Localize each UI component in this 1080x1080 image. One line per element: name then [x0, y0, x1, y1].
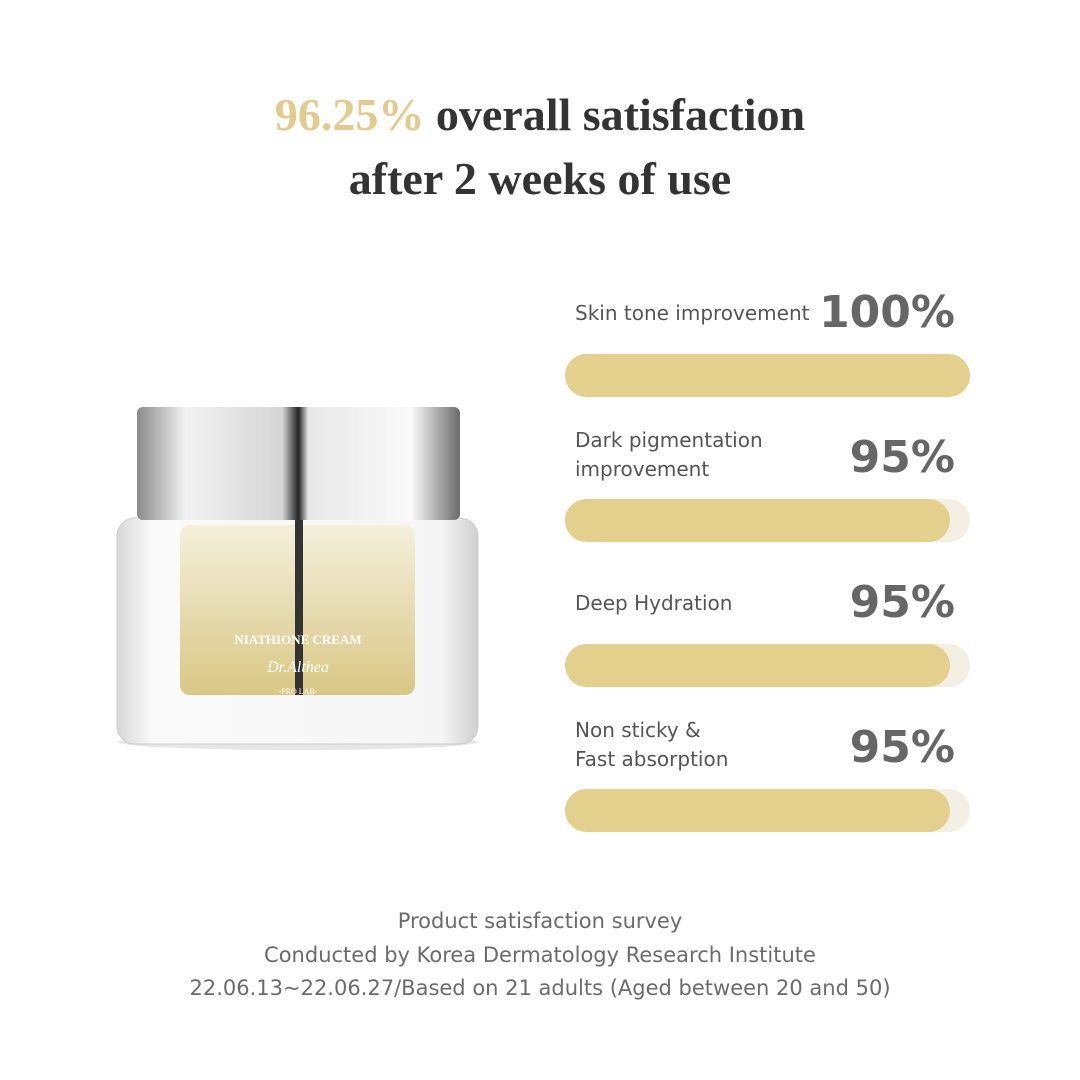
category-label: Non sticky & Fast absorption — [575, 718, 729, 771]
headline-line2: after 2 weeks of use — [348, 153, 732, 204]
footnote: Product satisfaction survey — [397, 909, 683, 933]
value-label: 95% — [849, 432, 955, 483]
product-brand: Dr.Althea — [266, 659, 329, 676]
footnote: Conducted by Korea Dermatology Research … — [264, 943, 816, 967]
category-label: Skin tone improvement — [575, 301, 810, 325]
headline-line1: 96.25% overall satisfaction — [0, 88, 1080, 141]
headline-text: overall satisfaction — [435, 89, 806, 140]
category-label: Deep Hydration — [575, 591, 733, 615]
footnote: 22.06.13~22.06.27/Based on 21 adults (Ag… — [189, 976, 891, 1000]
value-label: 100% — [819, 287, 955, 338]
category-label: Dark pigmentation improvement — [575, 428, 763, 481]
bar — [565, 499, 950, 542]
value-label: 95% — [849, 577, 955, 628]
value-label: 95% — [849, 722, 955, 773]
bar — [565, 644, 950, 687]
bar — [565, 789, 950, 832]
headline-highlight: 96.25% — [274, 89, 425, 140]
bar — [565, 354, 970, 397]
product-name: NIATHIONE CREAM — [234, 632, 361, 647]
product-sub: -PRO LAB- — [279, 687, 318, 696]
